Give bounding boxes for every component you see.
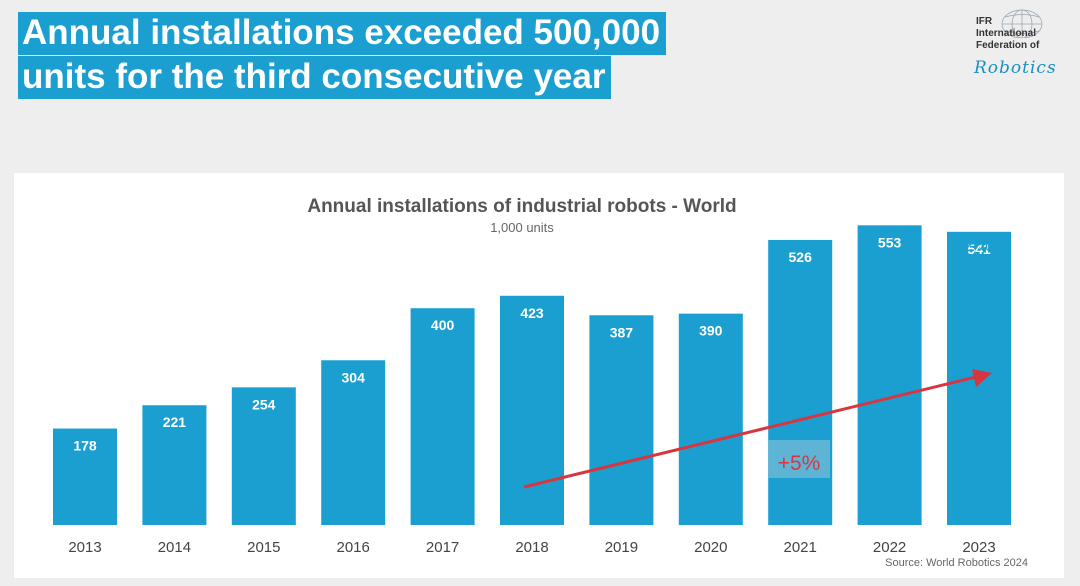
headline-line-1: Annual installations exceeded 500,000 (18, 12, 667, 55)
x-tick-2015: 2015 (247, 539, 280, 556)
bar-value-label-2020: 390 (699, 323, 723, 339)
bar-value-label-2014: 221 (163, 414, 187, 430)
bar-2013 (53, 428, 117, 525)
bar-2015 (231, 387, 296, 525)
x-tick-2014: 2014 (158, 539, 191, 556)
bar-2016 (321, 360, 386, 525)
change-2023-label: -2% (957, 234, 993, 256)
globe-icon (1001, 9, 1043, 38)
headline: Annual installations exceeded 500,000 un… (18, 12, 667, 100)
x-tick-2016: 2016 (337, 539, 370, 556)
bar-value-label-2013: 178 (73, 438, 97, 454)
bar-chart: Annual installations of industrial robot… (53, 196, 1028, 569)
x-tick-2019: 2019 (605, 539, 638, 556)
chart-subtitle: 1,000 units (490, 220, 554, 235)
bar-series: 178 221 254 304 400 423 387 390 526 553 541 (53, 225, 1011, 525)
bar-2021 (768, 239, 833, 525)
x-tick-2020: 2020 (694, 539, 727, 556)
bar-2022 (857, 225, 922, 525)
bar-2017 (410, 308, 475, 525)
bar-value-label-2017: 400 (431, 317, 455, 333)
bar-value-label-2016: 304 (342, 369, 366, 385)
x-tick-2021: 2021 (784, 539, 817, 556)
trend-arrow (523, 373, 985, 489)
headline-line-2: units for the third consecutive year (18, 56, 612, 99)
x-tick-2023: 2023 (962, 539, 995, 556)
logo-text-robotics: Robotics (974, 58, 1057, 78)
bar-value-label-2022: 553 (878, 234, 902, 250)
bar-value-label-2021: 526 (789, 249, 813, 265)
x-tick-2013: 2013 (68, 539, 101, 556)
bar-value-label-2018: 423 (520, 305, 544, 321)
x-tick-2018: 2018 (515, 539, 548, 556)
chart-source: Source: World Robotics 2024 (885, 557, 1028, 569)
ifr-logo: IFR International Federation of Robotics (972, 8, 1072, 88)
x-tick-2017: 2017 (426, 539, 459, 556)
chart-title: Annual installations of industrial robot… (307, 196, 736, 217)
logo-text-ifr: IFR (976, 16, 993, 27)
chart-panel: Annual installations of industrial robot… (14, 173, 1064, 578)
bar-2014 (142, 405, 207, 525)
logo-text-international: International (976, 28, 1037, 39)
bar-2018 (500, 295, 564, 525)
bar-value-label-2015: 254 (252, 396, 276, 412)
logo-text-federation: Federation of (976, 40, 1040, 51)
bar-value-label-2019: 387 (610, 324, 634, 340)
trend-growth-label: +5% (778, 452, 821, 475)
growth-label-background (768, 440, 830, 478)
bar-2019 (589, 315, 654, 525)
bar-2020 (678, 313, 743, 525)
trend-arrow-head (972, 369, 992, 387)
bar-value-label-2023: 541 (967, 241, 991, 257)
x-axis-tick-labels: 2013 2014 2015 2016 2017 2018 2019 2020 2021 2022… (68, 539, 995, 556)
x-tick-2022: 2022 (873, 539, 906, 556)
